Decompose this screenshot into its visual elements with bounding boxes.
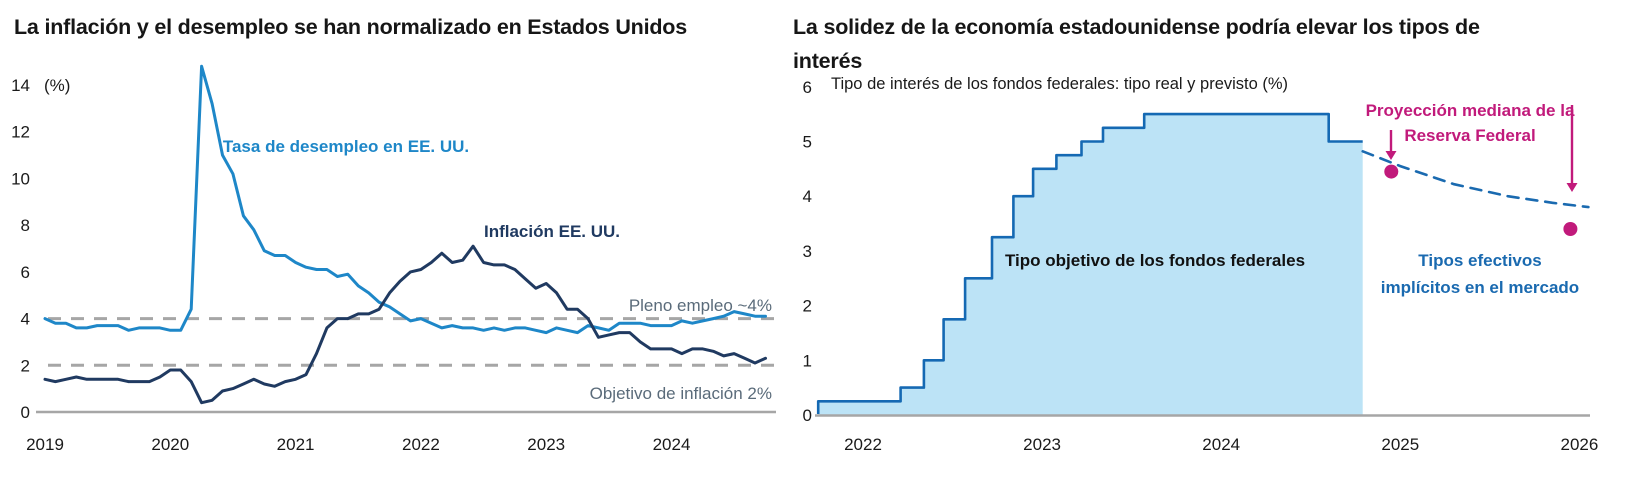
x-tick-label: 2023 [527, 435, 565, 454]
unemployment-label: Tasa de desempleo en EE. UU. [223, 137, 469, 156]
fed-projection-label: Proyección mediana de la [1366, 101, 1575, 120]
market-implied-label: Tipos efectivos [1418, 251, 1541, 270]
x-tick-label: 2022 [844, 435, 882, 454]
x-tick-label: 2024 [1202, 435, 1240, 454]
inflation-label: Inflación EE. UU. [484, 222, 620, 241]
y-axis-unit-label: (%) [44, 76, 70, 95]
full-employment-label: Pleno empleo ~4% [629, 296, 772, 315]
y-tick-label: 14 [11, 76, 30, 95]
y-tick-label: 6 [21, 263, 30, 282]
x-tick-label: 2020 [151, 435, 189, 454]
y-tick-label: 6 [803, 78, 812, 97]
fed-funds-rate-area-chart: 0 1 2 3 4 5 6 2022 2023 2024 2025 2026 Tipo objetivo… [803, 78, 1599, 454]
x-tick-label: 2021 [277, 435, 315, 454]
chart-subtitle-right: Tipo de interés de los fondos federales:… [831, 75, 1289, 93]
x-tick-label: 2025 [1381, 435, 1419, 454]
chart-title-right: La solidez de la economía estadounidense… [793, 15, 1480, 73]
y-tick-label: 0 [803, 406, 812, 425]
y-tick-label: 8 [21, 216, 30, 235]
y-tick-label: 4 [803, 187, 812, 206]
y-tick-label: 5 [803, 133, 812, 152]
unemployment-line [43, 64, 767, 335]
market-implied-label: implícitos en el mercado [1381, 278, 1579, 297]
chart-title-left: La inflación y el desempleo se han norma… [14, 15, 687, 39]
x-tick-label: 2019 [26, 435, 64, 454]
y-tick-label: 0 [21, 403, 30, 422]
fed-median-projection-dot [1384, 164, 1399, 179]
y-tick-label: 2 [803, 297, 812, 316]
y-tick-label: 12 [11, 123, 30, 142]
annotation-arrowhead [1566, 183, 1578, 192]
area-series-label: Tipo objetivo de los fondos federales [1005, 251, 1305, 270]
inflation-line [43, 244, 767, 405]
inflation-target-label: Objetivo de inflación 2% [590, 384, 772, 403]
y-tick-label: 4 [21, 310, 30, 329]
x-tick-label: 2024 [653, 435, 691, 454]
x-tick-label: 2026 [1560, 435, 1598, 454]
x-tick-label: 2023 [1023, 435, 1061, 454]
y-tick-label: 1 [803, 351, 812, 370]
fed-median-projection-dot [1563, 222, 1578, 236]
fed-funds-target-area [818, 114, 1363, 415]
figure-fed-funds-rate: La solidez de la economía estadounidense… [790, 0, 1626, 487]
us-inflation-unemployment-line-chart: 0 2 4 6 8 10 12 14 (%) 2019 2020 2021 2022 2023 2024 Ta… [11, 64, 776, 454]
y-tick-label: 10 [11, 169, 30, 188]
annotation-arrowhead [1385, 151, 1397, 160]
fed-projection-label: Reserva Federal [1404, 126, 1535, 145]
fed-funds-target-border [816, 112, 1363, 414]
y-tick-label: 3 [803, 242, 812, 261]
x-tick-label: 2022 [402, 435, 440, 454]
y-tick-label: 2 [21, 356, 30, 375]
market-implied-rates-dashed-line [1361, 150, 1590, 209]
figure-inflation-unemployment: La inflación y el desempleo se han norma… [0, 0, 790, 487]
